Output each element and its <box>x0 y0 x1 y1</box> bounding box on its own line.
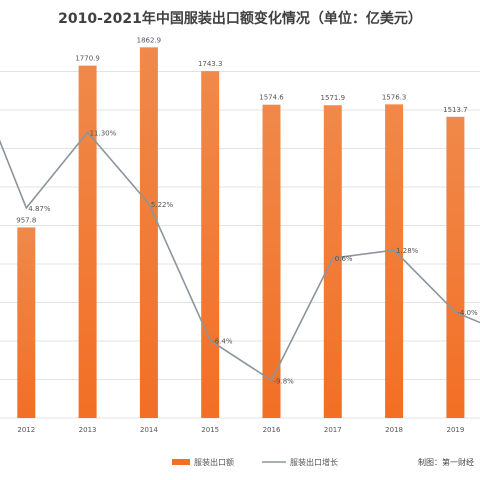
legend-bar-swatch <box>172 459 190 465</box>
chart-title: 2010-2021年中国服装出口额变化情况（单位：亿美元） <box>58 11 422 27</box>
bar-value-label-2018: 1576.3 <box>382 93 407 101</box>
growth-line <box>0 131 480 382</box>
growth-label-2015: -6.4% <box>212 337 233 345</box>
growth-label-2013: 11.30% <box>90 129 117 137</box>
grid <box>0 71 480 419</box>
bar-2017 <box>323 105 342 418</box>
x-axis: 2012 2013 2014 2015 2016 2017 2018 2019 <box>17 426 464 434</box>
bar-value-label-2016: 1574.6 <box>259 94 284 102</box>
x-tick-2017: 2017 <box>324 426 342 434</box>
bar-value-label-2015: 1743.3 <box>198 60 223 68</box>
x-tick-2019: 2019 <box>446 426 464 434</box>
bar-2019 <box>446 116 465 419</box>
bar-2013 <box>78 65 97 419</box>
growth-label-2018: 1.28% <box>396 247 419 255</box>
bar-value-label-2017: 1571.9 <box>321 94 346 102</box>
growth-label-2017: 0.6% <box>335 255 353 263</box>
growth-label-2012: 4.87% <box>28 205 51 213</box>
x-tick-2014: 2014 <box>140 426 158 434</box>
bar-value-label-2019: 1513.7 <box>443 106 468 114</box>
x-tick-2015: 2015 <box>201 426 219 434</box>
bar-2014 <box>139 47 158 419</box>
bar-2015 <box>201 71 220 419</box>
growth-label-2016: -9.8% <box>274 377 295 385</box>
legend-bar-label: 服装出口额 <box>194 457 234 467</box>
bar-value-label-2014: 1862.9 <box>137 36 162 44</box>
x-tick-2013: 2013 <box>79 426 97 434</box>
x-tick-2016: 2016 <box>263 426 281 434</box>
bar-2012 <box>17 227 36 418</box>
growth-series <box>0 131 480 382</box>
bar-value-label-2012: 957.8 <box>16 216 36 224</box>
growth-label-2019: -4.0% <box>457 309 478 317</box>
x-tick-2018: 2018 <box>385 426 403 434</box>
legend: 服装出口额 服装出口增长 <box>172 457 338 467</box>
x-tick-2012: 2012 <box>17 426 35 434</box>
bar-2018 <box>385 104 404 418</box>
source-note: 制图：第一财经 <box>418 457 474 467</box>
labels: 957.8 1770.9 1862.9 1743.3 1574.6 1571.9 1576.… <box>16 36 478 385</box>
bar-value-label-2013: 1770.9 <box>75 55 100 63</box>
bars <box>17 47 465 419</box>
growth-label-2014: 5.22% <box>151 201 174 209</box>
bar-2016 <box>262 104 281 418</box>
legend-line-label: 服装出口增长 <box>290 457 338 467</box>
